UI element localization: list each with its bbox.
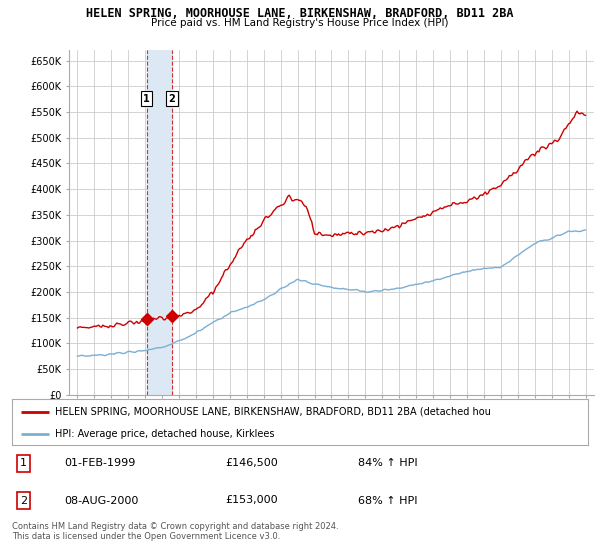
Text: 84% ↑ HPI: 84% ↑ HPI bbox=[358, 459, 417, 468]
Text: 1: 1 bbox=[143, 94, 150, 104]
Text: HELEN SPRING, MOORHOUSE LANE, BIRKENSHAW, BRADFORD, BD11 2BA (detached hou: HELEN SPRING, MOORHOUSE LANE, BIRKENSHAW… bbox=[55, 407, 491, 417]
Bar bbox=[146, 50, 172, 395]
Text: 1: 1 bbox=[20, 459, 27, 468]
Text: 2: 2 bbox=[169, 94, 175, 104]
Text: 01-FEB-1999: 01-FEB-1999 bbox=[64, 459, 135, 468]
Text: HPI: Average price, detached house, Kirklees: HPI: Average price, detached house, Kirk… bbox=[55, 429, 275, 438]
Text: 68% ↑ HPI: 68% ↑ HPI bbox=[358, 496, 417, 506]
Text: Price paid vs. HM Land Registry's House Price Index (HPI): Price paid vs. HM Land Registry's House … bbox=[151, 18, 449, 28]
Text: £153,000: £153,000 bbox=[225, 496, 278, 506]
Text: £146,500: £146,500 bbox=[225, 459, 278, 468]
Text: HELEN SPRING, MOORHOUSE LANE, BIRKENSHAW, BRADFORD, BD11 2BA: HELEN SPRING, MOORHOUSE LANE, BIRKENSHAW… bbox=[86, 7, 514, 20]
Text: 2: 2 bbox=[20, 496, 27, 506]
Text: Contains HM Land Registry data © Crown copyright and database right 2024.
This d: Contains HM Land Registry data © Crown c… bbox=[12, 522, 338, 542]
Text: 08-AUG-2000: 08-AUG-2000 bbox=[64, 496, 138, 506]
